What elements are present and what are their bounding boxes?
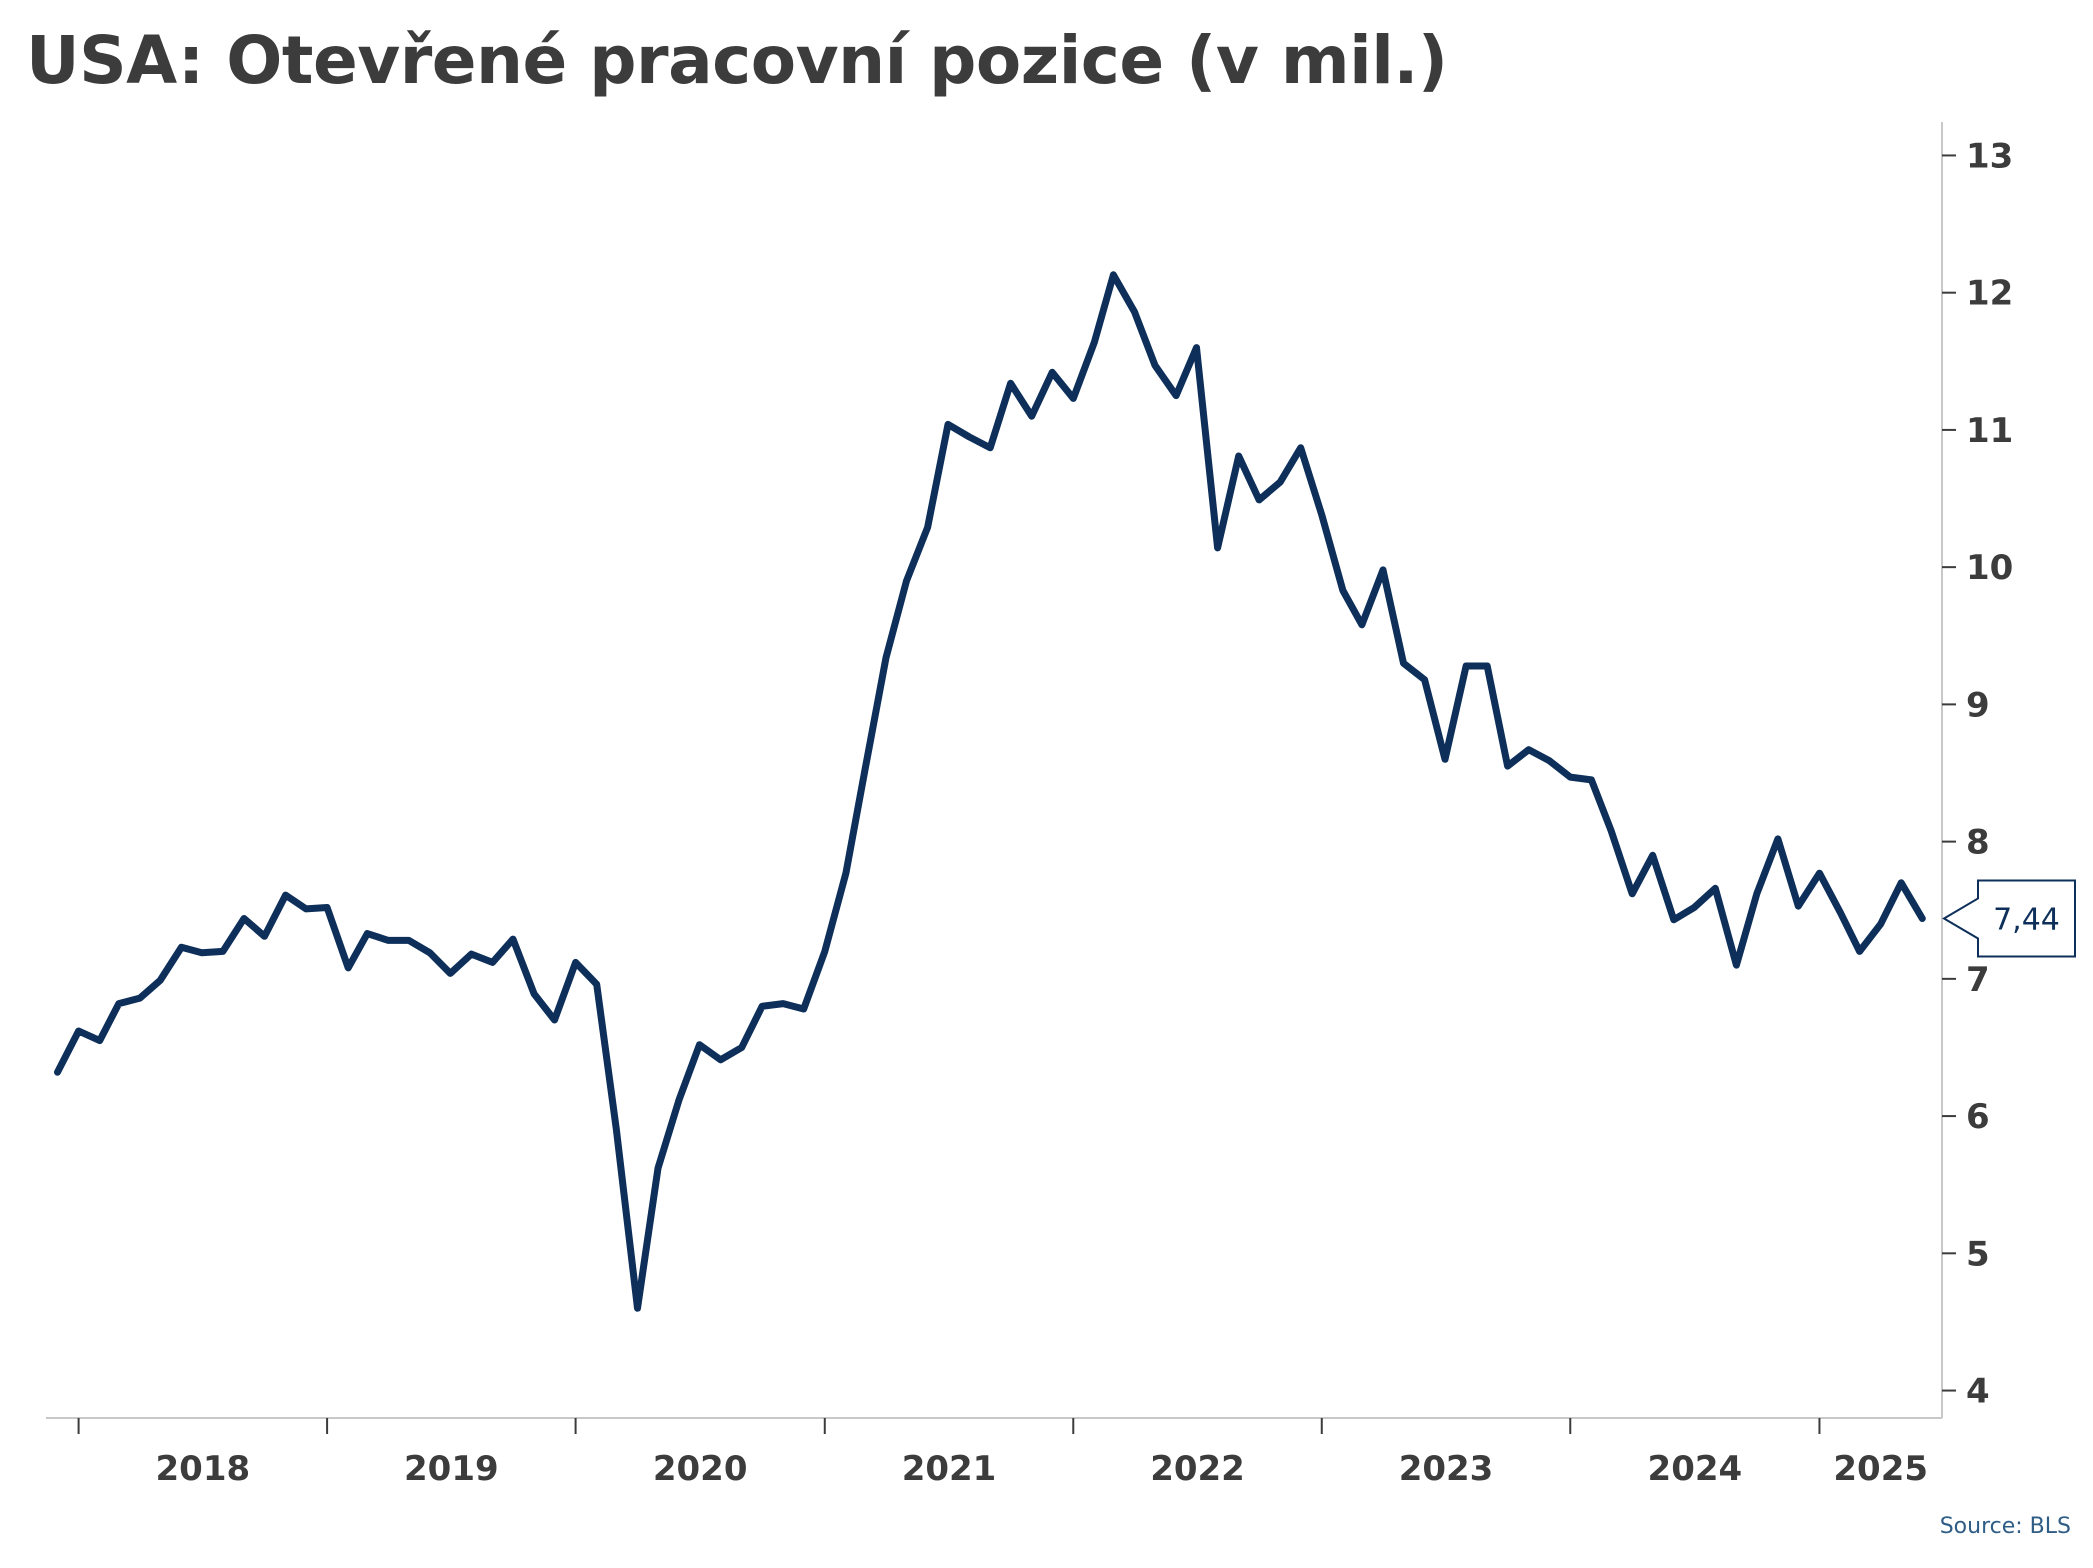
x-tick-label: 2018 [156, 1449, 251, 1489]
y-tick-label: 9 [1966, 685, 1990, 725]
y-tick-label: 7 [1966, 960, 1990, 1000]
y-tick-label: 8 [1966, 823, 1990, 863]
y-tick-label: 6 [1966, 1097, 1990, 1137]
x-tick-label: 2024 [1648, 1449, 1743, 1489]
series-layer [54, 271, 1926, 1312]
y-tick-label: 11 [1966, 411, 2013, 451]
x-tick-label: 2020 [653, 1449, 748, 1489]
x-tick-label: 2019 [404, 1449, 499, 1489]
last-value-callout: 7,44 [1942, 879, 2076, 958]
x-tick-label: 2022 [1150, 1449, 1245, 1489]
x-tick-label: 2023 [1399, 1449, 1494, 1489]
y-tick-label: 10 [1966, 548, 2013, 588]
y-tick-label: 13 [1966, 136, 2013, 176]
x-axis: 2018 2019 2020 2021 2022 2023 2024 2025 [46, 1417, 1942, 1489]
y-tick-label: 5 [1966, 1234, 1990, 1274]
x-tick-label: 2021 [902, 1449, 997, 1489]
series-line [54, 271, 1926, 1312]
y-tick-label: 4 [1966, 1372, 1990, 1412]
chart-title: USA: Otevřené pracovní pozice (v mil.) [26, 22, 1448, 99]
y-axis: 4 5 6 7 8 9 10 11 12 13 [1941, 122, 2013, 1418]
x-tick-label: 2025 [1833, 1449, 1928, 1489]
callout-box [1942, 879, 2076, 958]
y-tick-label: 12 [1966, 274, 2013, 314]
last-value-label: 7,44 [1993, 902, 2060, 937]
source-note: Source: BLS [1939, 1514, 2071, 1539]
